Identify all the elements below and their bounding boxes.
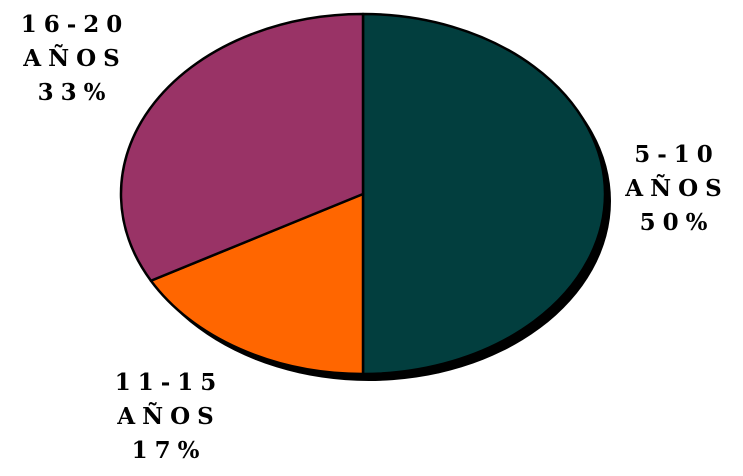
pie-slices bbox=[119, 12, 607, 376]
slice-label-5-10: 5-10 AÑOS 50% bbox=[612, 138, 742, 240]
slice-label-percent: 17% bbox=[131, 437, 207, 464]
pie-slice-11-15 bbox=[149, 192, 365, 376]
slice-label-category: 11-15 bbox=[114, 369, 224, 396]
slice-label-unit: AÑOS bbox=[625, 175, 729, 202]
slice-label-unit: AÑOS bbox=[23, 45, 127, 72]
slice-label-unit: AÑOS bbox=[117, 403, 221, 430]
slice-label-percent: 33% bbox=[37, 79, 113, 106]
slice-label-16-20: 16-20 AÑOS 33% bbox=[0, 8, 150, 110]
slice-label-category: 5-10 bbox=[634, 141, 720, 168]
slice-label-11-15: 11-15 AÑOS 17% bbox=[94, 366, 244, 468]
slice-label-percent: 50% bbox=[639, 209, 715, 236]
pie-slice-16-20 bbox=[119, 12, 365, 282]
pie-slice-5-10 bbox=[361, 12, 607, 376]
slice-label-category: 16-20 bbox=[20, 11, 130, 38]
